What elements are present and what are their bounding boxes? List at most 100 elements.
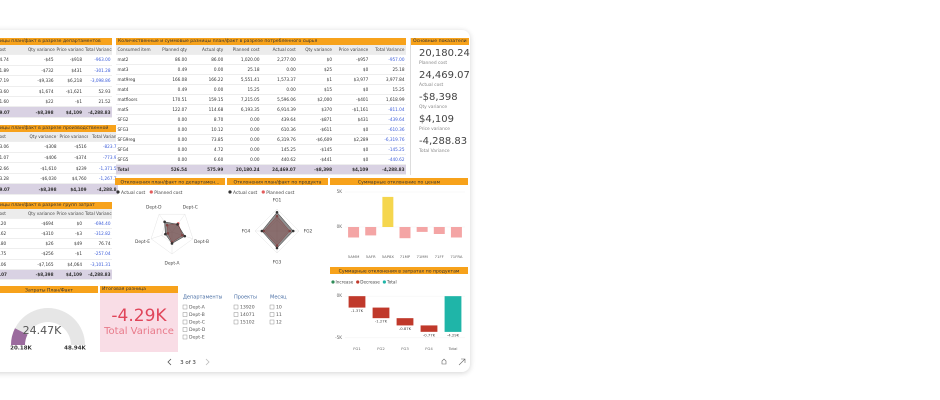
table-row: SFG3 0.00 10.12 0.00 610.36 -$611 $0 -610.36 [116,124,406,135]
table-cell: SFG3 [116,124,153,135]
radar-point [291,229,295,233]
table-row: 1.60 $22 -$1 21.52 [0,96,112,108]
y-tick-label: -5K [335,335,342,340]
total-row: Total 526.54 575.99 20,180.24 24,469.07 -$8,3… [116,164,406,175]
total-cell: .07 [0,269,27,280]
kpi-label: Actual cost [419,83,444,88]
table-cell: 4.72 [188,144,225,155]
total-cell: 20,180.24 [224,164,261,175]
slicer-checkbox[interactable] [182,319,188,325]
table-cell: .62 [0,228,27,240]
slicer-title: Департаменты [183,295,222,301]
total-cell: -4,288.83 [369,164,406,175]
column-header: ost [0,45,27,56]
slicer-checkbox[interactable] [182,334,188,340]
slicer-title: Месяц [270,295,287,301]
column-header: Actual qty [188,45,225,55]
table-cell: 1,618.99 [369,94,406,105]
table-cell: 25.18 [369,64,406,75]
share-icon[interactable] [441,358,447,365]
bar [382,196,394,227]
table-cell: $370 [297,104,334,115]
fullscreen-icon[interactable] [458,358,466,366]
table-cell: -$308 [28,141,58,153]
slicer-checkbox[interactable] [182,304,188,310]
chart-title: Отклонения план/факт по департамен... [121,179,220,185]
legend-marker [261,190,265,194]
y-tick-label: 5K [337,189,343,194]
column-header: Qty variance [297,45,334,55]
radar-category-label: FG4 [242,229,251,235]
slicer-checkbox[interactable] [182,312,188,317]
next-page[interactable] [205,358,210,366]
legend-marker [116,190,120,194]
slicer-checkbox[interactable] [233,312,239,317]
table-cell: 0.00 [188,64,225,75]
table-cell: 2,277.00 [261,54,298,65]
slicer-checkbox[interactable] [269,312,275,317]
table-cell: 6,914.39 [261,104,298,115]
slicer-checkbox[interactable] [233,304,239,310]
table-cell: -1,371.5 [88,162,118,174]
bar [450,227,462,238]
table-cell: $1 [297,74,334,85]
legend-label: Planned cost [266,190,294,196]
radar-point [183,234,187,238]
prev-page[interactable] [167,358,172,366]
table-cell: 6,193.35 [224,104,261,115]
data-table: ицы план/факт в разрезе департаментов ost… [0,38,112,118]
column-header: Planned cost [224,45,261,55]
legend-label: Actual cost [121,190,146,196]
column-header: Price variance [55,45,84,56]
table-cell: -$6,609 [297,134,334,145]
table-cell: 8.70 [188,114,225,125]
table-cell: 0.00 [152,124,189,135]
chart-title-bar [227,178,328,185]
kpi-value: $4,109 [419,114,454,125]
chart-title: Отклонения план/факт по продукта [234,179,322,185]
slicer-checkbox[interactable] [269,319,275,325]
table-cell: 145.25 [261,144,298,155]
table-cell: -$957 [333,54,370,65]
bar [416,227,428,232]
table-row: 1.07 -$406 -$374 -773.9 [0,152,118,164]
slicer-checkbox[interactable] [233,319,239,325]
table-cell: 439.64 [261,114,298,125]
table-cell: -$694 [26,218,55,230]
kpi-value: 20,180.24 [419,48,470,59]
table-cell: -$516 [58,141,88,153]
slicer-item: 13920 [240,305,255,311]
table-cell: $0 [333,144,370,155]
table-cell: $15 [297,84,334,95]
waterfall-bar [348,296,366,308]
table-cell: 0.00 [152,114,189,125]
waterfall-bar [444,296,462,332]
total-cell: -$8,398 [28,183,58,195]
slicer-checkbox[interactable] [269,304,275,310]
total-variance-value: -4.29K [111,306,167,326]
chart-title: Затраты План/Факт [25,287,73,293]
table-cell: SFG4 [116,144,153,155]
table-cell: 10.12 [188,124,225,135]
table-cell: -963.00 [83,54,112,66]
radar-category-label: Dept-D [146,204,162,210]
table-row: matS 122.07 114.68 6,193.35 6,914.39 $370 -$1,… [116,104,406,115]
radar-category-label: Dept-E [135,239,150,245]
table-cell: 6.60 [188,154,225,165]
table-cell: -$1 [55,248,84,260]
legend-marker [331,280,335,284]
slicer-checkbox[interactable] [182,327,188,332]
table-cell: mat2 [116,54,153,65]
slicer-title: Проекты [234,295,257,301]
table-cell: 166.22 [188,74,225,85]
table-row: .80 $26 $49 76.74 [0,238,112,250]
radar-point [275,246,279,250]
table-cell: $431 [333,114,370,125]
table-row: SFG5 0.00 6.60 0.00 440.62 -$441 $0 -440.62 [116,154,406,165]
header-row: ost Qty variance Price variance Total Varia… [0,209,112,219]
table-cell: .06 [0,259,27,270]
table-cell: -$871 [297,114,334,125]
